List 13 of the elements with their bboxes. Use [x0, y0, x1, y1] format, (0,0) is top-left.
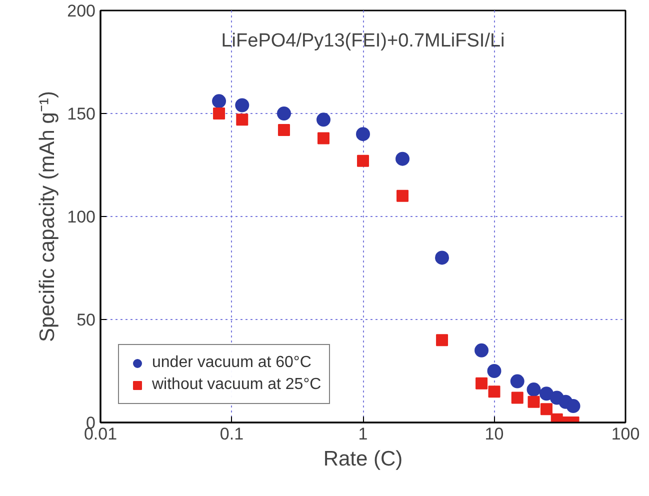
y-tick-label: 150: [67, 104, 96, 124]
x-tick-label: 1: [358, 424, 368, 444]
x-tick-label: 0.1: [220, 424, 244, 444]
annotation: LiFePO4/Py13(FEI)+0.7MLiFSI/Li: [221, 30, 505, 52]
y-axis-title: Specific capacity (mAh g⁻¹): [36, 91, 60, 342]
y-tick-label: 100: [67, 208, 96, 226]
legend-label: under vacuum at 60°C: [152, 354, 312, 372]
x-axis-title: Rate (C): [323, 448, 403, 470]
x-tick-label: 100: [611, 424, 640, 444]
y-tick-label: 200: [67, 2, 96, 20]
x-tick-label: 10: [484, 424, 504, 444]
y-tick-label: 50: [76, 310, 96, 330]
legend-label: without vacuum at 25°C: [152, 376, 322, 394]
